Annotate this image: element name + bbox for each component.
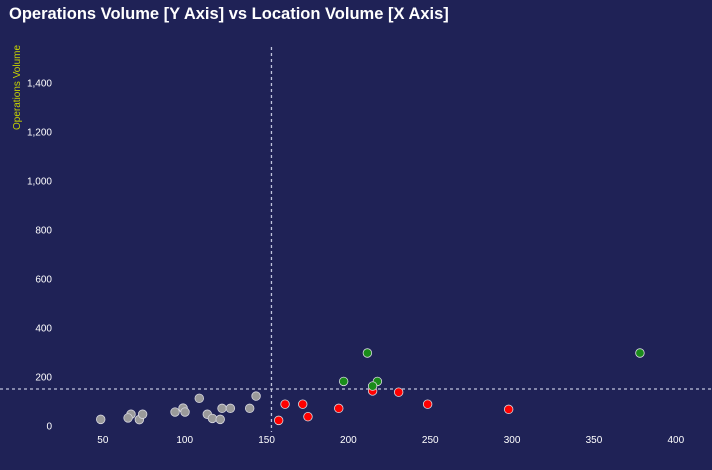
data-point (362, 348, 373, 358)
x-tick-label: 350 (586, 435, 603, 446)
x-tick-label: 50 (97, 435, 109, 446)
data-point (217, 403, 227, 414)
data-point (244, 403, 255, 414)
y-tick-label: 1,400 (27, 79, 52, 90)
chart-title: Operations Volume [Y Axis] vs Location V… (9, 5, 449, 23)
data-point (393, 387, 404, 397)
y-tick-label: 400 (35, 324, 52, 335)
data-point (96, 414, 106, 425)
data-point (225, 403, 236, 414)
y-tick-label: 1,000 (27, 177, 52, 188)
y-tick-label: 600 (35, 275, 52, 286)
data-point (422, 399, 433, 409)
data-point (635, 348, 645, 358)
y-tick-label: 0 (46, 422, 52, 433)
data-point (298, 399, 308, 409)
y-tick-label: 800 (35, 226, 52, 237)
data-point (215, 414, 225, 425)
data-point (367, 381, 378, 391)
data-point (503, 404, 514, 415)
data-point (334, 403, 344, 414)
x-tick-label: 300 (504, 435, 521, 446)
data-point (123, 413, 133, 423)
x-tick-label: 250 (422, 435, 439, 446)
data-point (180, 407, 190, 417)
data-point (170, 407, 180, 417)
data-point (338, 376, 349, 387)
data-point (194, 393, 204, 404)
data-point (303, 411, 313, 422)
y-tick-label: 200 (35, 373, 52, 384)
data-point (280, 399, 290, 409)
x-tick-label: 400 (667, 435, 684, 446)
y-tick-label: 1,200 (27, 128, 52, 139)
x-tick-label: 150 (258, 435, 275, 446)
x-tick-label: 100 (176, 435, 193, 446)
data-point (273, 415, 284, 426)
data-point (251, 391, 261, 401)
data-point (137, 409, 148, 419)
x-tick-label: 200 (340, 435, 357, 446)
data-point (207, 413, 218, 424)
